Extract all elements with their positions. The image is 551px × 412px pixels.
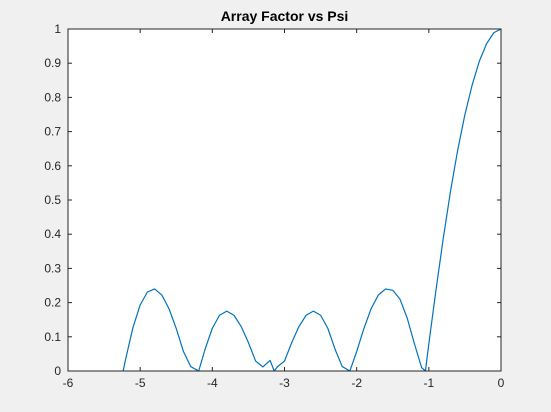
y-tick-label: 1 (54, 22, 61, 36)
series-line (122, 28, 502, 372)
y-tick-label: 0.1 (44, 330, 61, 344)
y-tick-label: 0.5 (44, 193, 61, 207)
y-tick-label: 0.8 (44, 90, 61, 104)
axes-box (67, 28, 502, 372)
x-tick-label: 0 (498, 376, 505, 390)
y-axis: 0 0.1 0.2 0.3 0.4 0.5 0.6 0.7 0.8 0.9 1 (44, 22, 501, 378)
x-tick-label: -1 (423, 376, 434, 390)
y-tick-label: 0.9 (44, 56, 61, 70)
x-tick-label: -6 (63, 376, 74, 390)
y-tick-label: 0.3 (44, 261, 61, 275)
y-tick-label: 0.2 (44, 296, 61, 310)
x-tick-label: -3 (279, 376, 290, 390)
x-tick-label: -4 (207, 376, 218, 390)
y-tick-label: 0.4 (44, 227, 61, 241)
x-axis: -6 -5 -4 -3 -2 -1 0 (63, 29, 505, 390)
y-tick-label: 0.7 (44, 125, 61, 139)
chart-title: Array Factor vs Psi (221, 8, 349, 24)
y-tick-label: 0 (54, 364, 61, 378)
y-tick-label: 0.6 (44, 159, 61, 173)
plot-area (68, 29, 501, 371)
x-tick-label: -2 (351, 376, 362, 390)
x-tick-label: -5 (135, 376, 146, 390)
